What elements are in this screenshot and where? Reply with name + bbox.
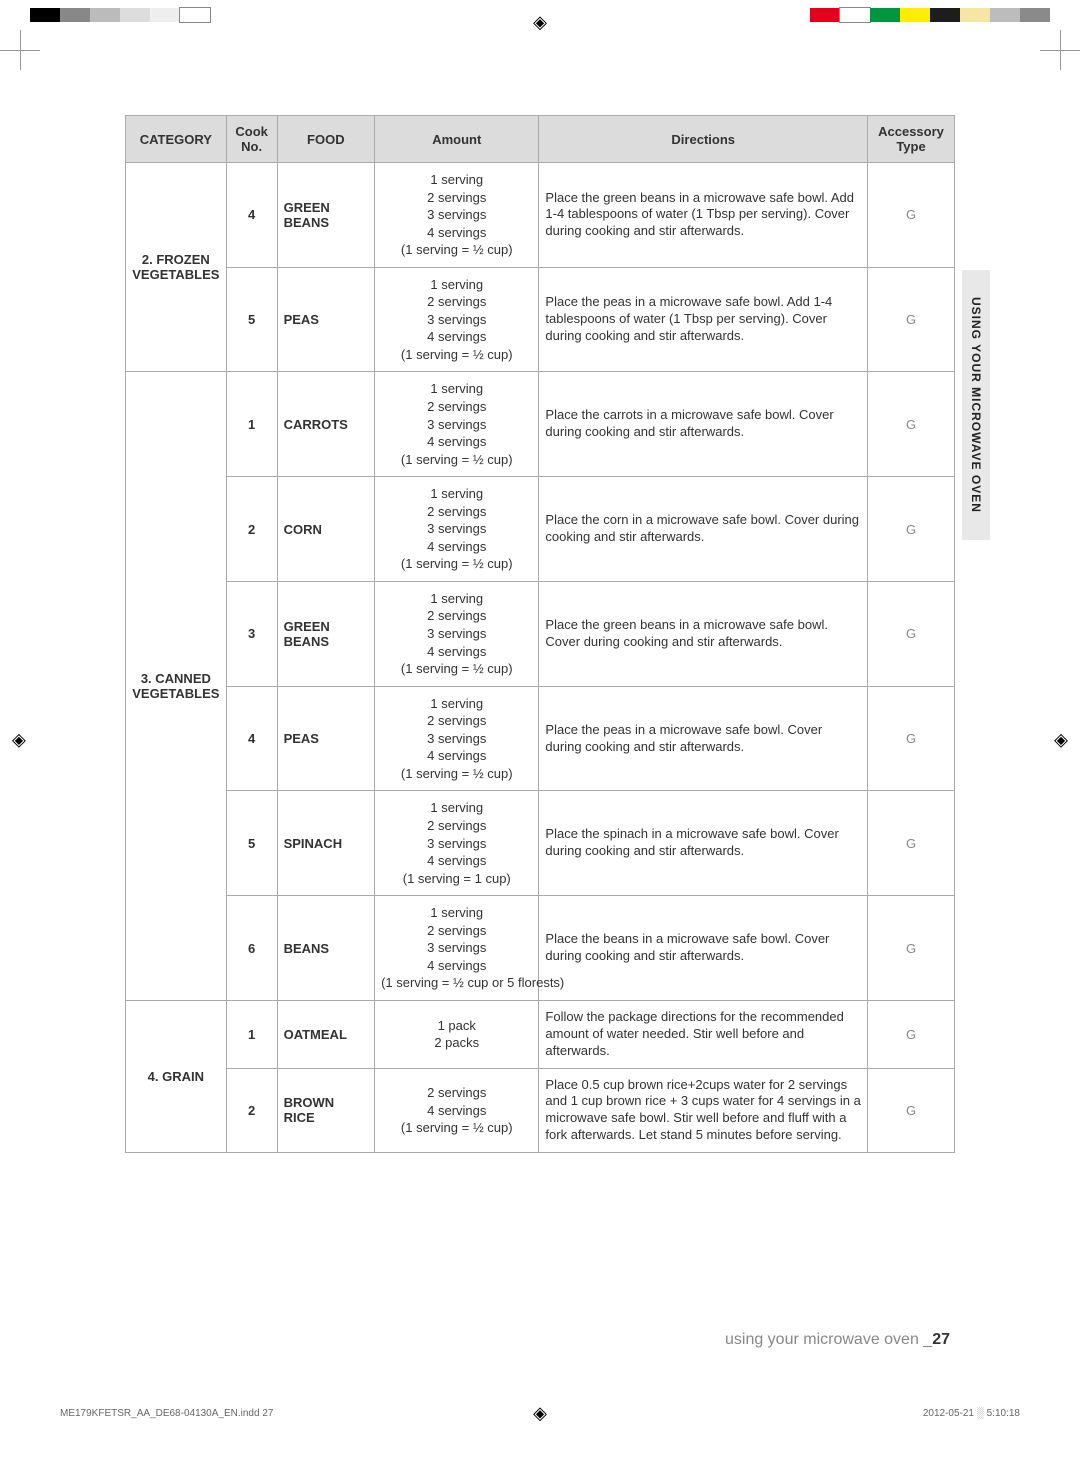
cook-no-cell: 5 xyxy=(226,791,277,896)
directions-cell: Place the peas in a microwave safe bowl.… xyxy=(539,686,868,791)
amount-cell: 1 serving2 servings3 servings4 servings(… xyxy=(375,163,539,268)
directions-cell: Place 0.5 cup brown rice+2cups water for… xyxy=(539,1068,868,1153)
directions-cell: Follow the package directions for the re… xyxy=(539,1000,868,1068)
header-category: CATEGORY xyxy=(126,116,227,163)
amount-cell: 1 serving2 servings3 servings4 servings(… xyxy=(375,896,539,1001)
print-timestamp: 2012-05-21 ░ 5:10:18 xyxy=(923,1408,1020,1419)
amount-cell: 1 serving2 servings3 servings4 servings(… xyxy=(375,581,539,686)
header-directions: Directions xyxy=(539,116,868,163)
cook-no-cell: 1 xyxy=(226,1000,277,1068)
crop-mark-icon xyxy=(1040,30,1080,70)
food-cell: PEAS xyxy=(277,267,375,372)
registration-mark-icon: ◈ xyxy=(533,1403,547,1424)
directions-cell: Place the green beans in a microwave saf… xyxy=(539,581,868,686)
amount-cell: 1 serving2 servings3 servings4 servings(… xyxy=(375,267,539,372)
amount-cell: 1 serving2 servings3 servings4 servings(… xyxy=(375,477,539,582)
directions-cell: Place the beans in a microwave safe bowl… xyxy=(539,896,868,1001)
category-cell: 3. CANNED VEGETABLES xyxy=(126,372,227,1000)
category-cell: 2. FROZEN VEGETABLES xyxy=(126,163,227,372)
page-number: 27 xyxy=(932,1331,950,1348)
cook-no-cell: 4 xyxy=(226,163,277,268)
food-cell: BEANS xyxy=(277,896,375,1001)
accessory-cell: G xyxy=(868,1000,955,1068)
header-food: FOOD xyxy=(277,116,375,163)
registration-mark-icon: ◈ xyxy=(12,729,26,750)
amount-cell: 1 serving2 servings3 servings4 servings(… xyxy=(375,686,539,791)
amount-cell: 1 serving2 servings3 servings4 servings(… xyxy=(375,791,539,896)
accessory-cell: G xyxy=(868,477,955,582)
table-row: 4. GRAIN1OATMEAL1 pack2 packsFollow the … xyxy=(126,1000,955,1068)
directions-cell: Place the spinach in a microwave safe bo… xyxy=(539,791,868,896)
footer-sep: _ xyxy=(919,1331,932,1348)
cook-no-cell: 2 xyxy=(226,1068,277,1153)
accessory-cell: G xyxy=(868,267,955,372)
cook-no-cell: 4 xyxy=(226,686,277,791)
accessory-cell: G xyxy=(868,581,955,686)
page-footer: using your microwave oven _27 xyxy=(725,1331,950,1349)
accessory-cell: G xyxy=(868,163,955,268)
table-row: 4PEAS1 serving2 servings3 servings4 serv… xyxy=(126,686,955,791)
amount-cell: 1 pack2 packs xyxy=(375,1000,539,1068)
directions-cell: Place the corn in a microwave safe bowl.… xyxy=(539,477,868,582)
header-amount: Amount xyxy=(375,116,539,163)
section-tab: USING YOUR MICROWAVE OVEN xyxy=(962,270,990,540)
food-cell: BROWN RICE xyxy=(277,1068,375,1153)
directions-cell: Place the green beans in a microwave saf… xyxy=(539,163,868,268)
cook-no-cell: 1 xyxy=(226,372,277,477)
table-row: 2BROWN RICE2 servings4 servings(1 servin… xyxy=(126,1068,955,1153)
cook-no-cell: 2 xyxy=(226,477,277,582)
accessory-cell: G xyxy=(868,791,955,896)
header-accessory: Accessory Type xyxy=(868,116,955,163)
footer-text: using your microwave oven xyxy=(725,1331,919,1348)
amount-cell: 1 serving2 servings3 servings4 servings(… xyxy=(375,372,539,477)
cooking-guide-table: CATEGORY Cook No. FOOD Amount Directions… xyxy=(125,115,955,1153)
cook-no-cell: 3 xyxy=(226,581,277,686)
food-cell: SPINACH xyxy=(277,791,375,896)
table-row: 5SPINACH1 serving2 servings3 servings4 s… xyxy=(126,791,955,896)
table-row: 3GREEN BEANS1 serving2 servings3 serving… xyxy=(126,581,955,686)
food-cell: CORN xyxy=(277,477,375,582)
food-cell: GREEN BEANS xyxy=(277,163,375,268)
print-filename: ME179KFETSR_AA_DE68-04130A_EN.indd 27 xyxy=(60,1408,273,1419)
accessory-cell: G xyxy=(868,372,955,477)
table-row: 5PEAS1 serving2 servings3 servings4 serv… xyxy=(126,267,955,372)
food-cell: OATMEAL xyxy=(277,1000,375,1068)
table-row: 2CORN1 serving2 servings3 servings4 serv… xyxy=(126,477,955,582)
registration-mark-icon: ◈ xyxy=(1054,729,1068,750)
category-cell: 4. GRAIN xyxy=(126,1000,227,1152)
table-row: 6BEANS1 serving2 servings3 servings4 ser… xyxy=(126,896,955,1001)
accessory-cell: G xyxy=(868,686,955,791)
registration-mark-icon: ◈ xyxy=(533,12,547,33)
food-cell: PEAS xyxy=(277,686,375,791)
accessory-cell: G xyxy=(868,896,955,1001)
table-row: 3. CANNED VEGETABLES1CARROTS1 serving2 s… xyxy=(126,372,955,477)
directions-cell: Place the carrots in a microwave safe bo… xyxy=(539,372,868,477)
amount-cell: 2 servings4 servings(1 serving = ½ cup) xyxy=(375,1068,539,1153)
cook-no-cell: 5 xyxy=(226,267,277,372)
crop-mark-icon xyxy=(0,30,40,70)
food-cell: CARROTS xyxy=(277,372,375,477)
table-row: 2. FROZEN VEGETABLES4GREEN BEANS1 servin… xyxy=(126,163,955,268)
header-cook-no: Cook No. xyxy=(226,116,277,163)
directions-cell: Place the peas in a microwave safe bowl.… xyxy=(539,267,868,372)
food-cell: GREEN BEANS xyxy=(277,581,375,686)
cook-no-cell: 6 xyxy=(226,896,277,1001)
accessory-cell: G xyxy=(868,1068,955,1153)
